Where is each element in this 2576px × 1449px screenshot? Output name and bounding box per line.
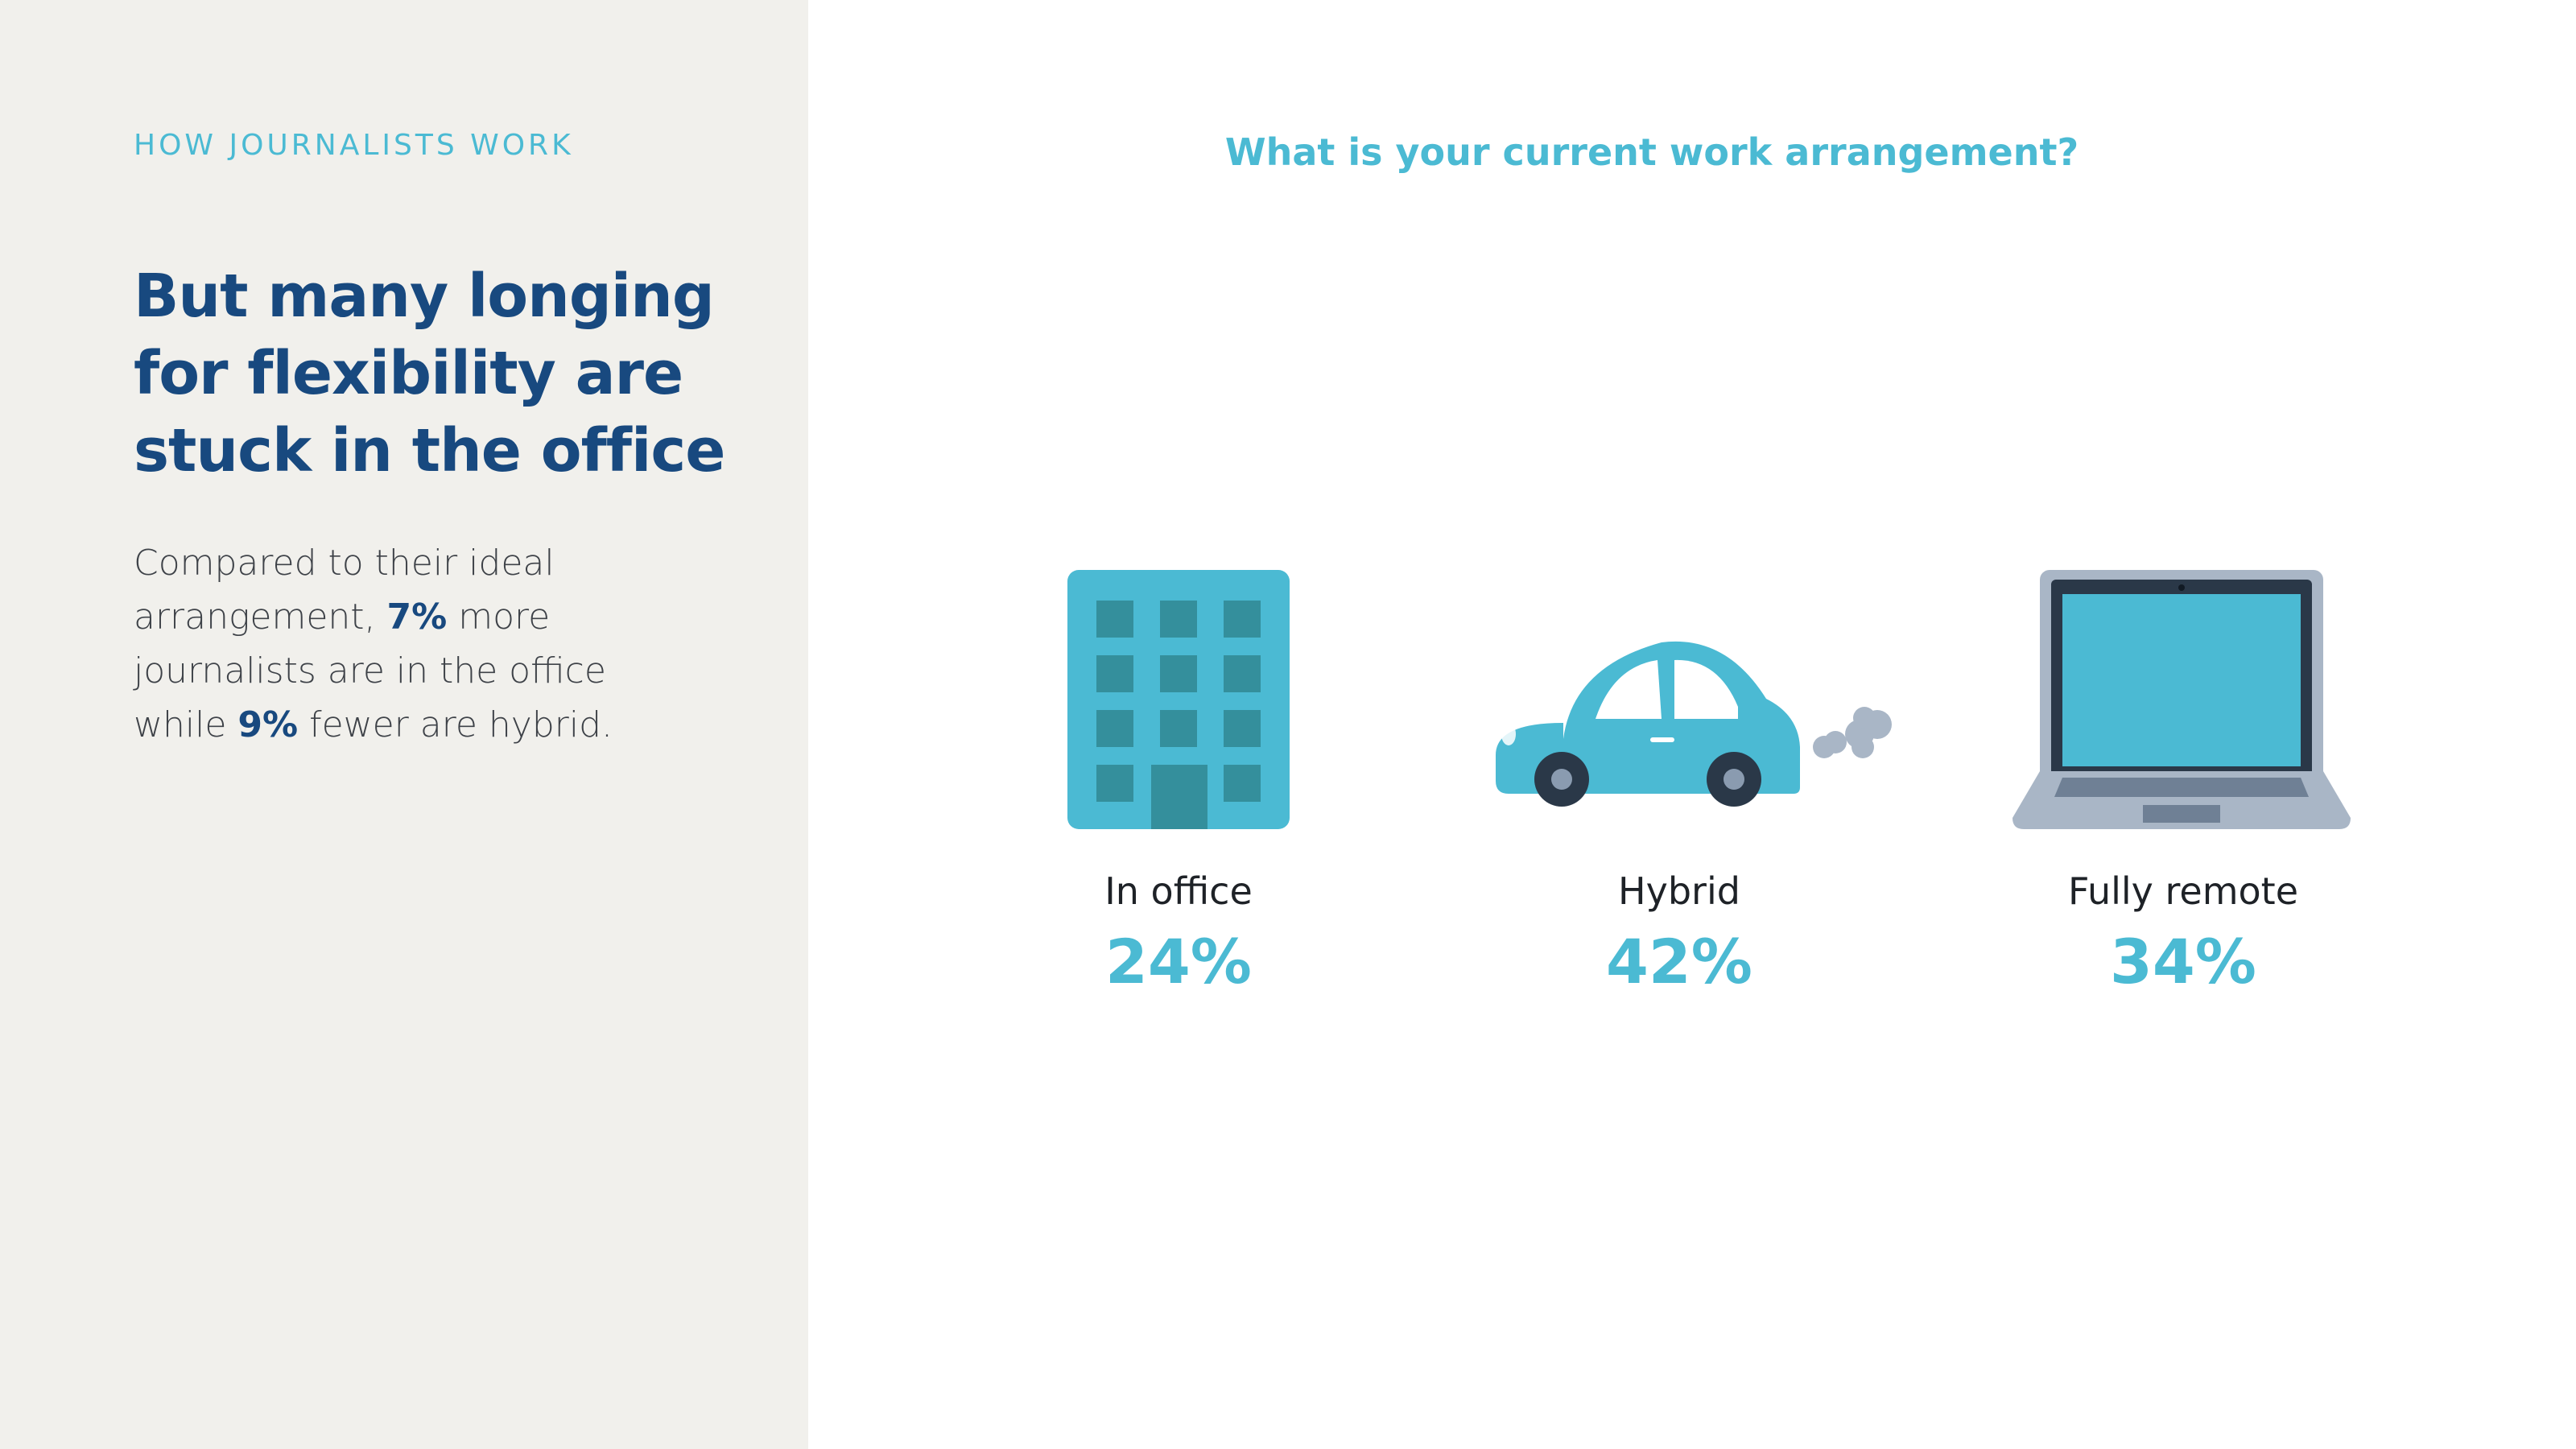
category-label: Fully remote xyxy=(2068,869,2298,913)
value-label: 34% xyxy=(2110,926,2256,997)
page-title: But many longing for flexibility are stu… xyxy=(134,262,725,485)
highlight-hybrid-difference: 9% xyxy=(237,704,299,745)
category-label: Hybrid xyxy=(1618,869,1740,913)
left-panel: HOW JOURNALISTS WORK But many longing fo… xyxy=(0,0,808,1449)
section-eyebrow: HOW JOURNALISTS WORK xyxy=(134,129,574,162)
description-text: Compared to their ideal arrangement, 7% … xyxy=(134,536,617,752)
description-part-2: more journalists are in the office while xyxy=(134,597,606,745)
description-part-3: fewer are hybrid. xyxy=(298,704,613,745)
category-label: In office xyxy=(1104,869,1253,913)
category-item-hybrid: Hybrid 42% xyxy=(1438,564,1921,1014)
highlight-office-difference: 7% xyxy=(386,597,448,638)
value-label: 24% xyxy=(1105,926,1252,997)
office-building-icon xyxy=(1067,564,1290,833)
car-icon xyxy=(1492,634,1895,819)
value-label: 42% xyxy=(1606,926,1752,997)
description-part-1: Compared to their ideal arrangement, xyxy=(134,543,555,638)
category-item-in-office: In office 24% xyxy=(937,564,1420,1014)
category-item-fully-remote: Fully remote 34% xyxy=(1942,564,2425,1014)
chart-title: What is your current work arrangement? xyxy=(1224,130,2079,174)
laptop-icon xyxy=(2013,570,2351,841)
